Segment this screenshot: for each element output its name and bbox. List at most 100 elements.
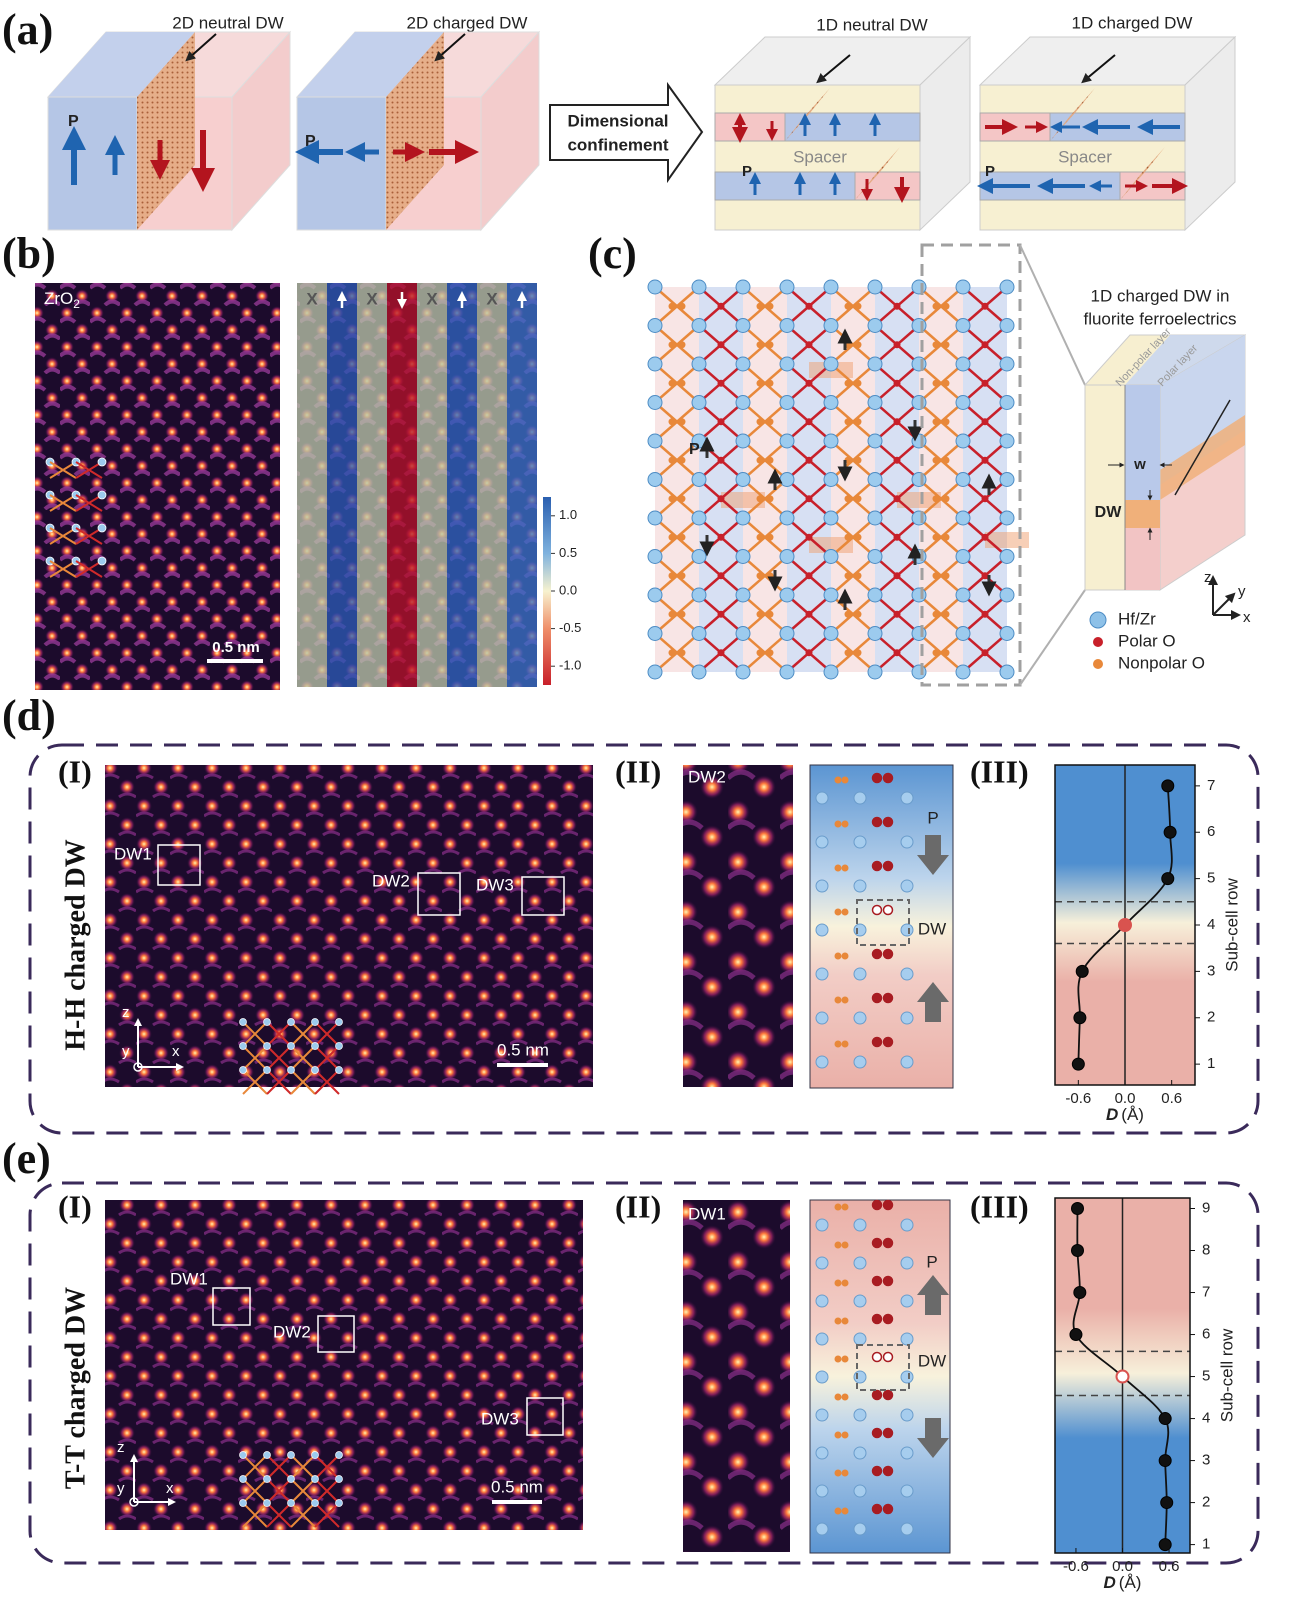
atom-hfzr [691,626,707,641]
atom-nonpolar-o [932,456,940,464]
atom-polar-o [805,302,813,310]
panel-label: (e) [2,1134,51,1183]
atom-hfzr [815,1370,829,1384]
cube-front-blue [296,96,387,231]
dw-box [526,1397,564,1436]
atom-polar-o [805,379,813,387]
atom-polar-o [882,860,894,872]
dw-box-label: DW3 [481,1409,519,1428]
atom-hfzr [239,1475,247,1483]
dw-box [212,1287,251,1326]
material-label: ZrO2 [44,289,80,311]
schematic-atoms [815,772,914,1069]
atom-hfzr [239,1066,247,1074]
atom-hfzr [999,433,1015,449]
atom-nonpolar-o [841,1317,849,1325]
atom-hfzr [911,472,927,487]
bond [49,494,77,512]
bond [742,324,788,365]
atom-polar-o [882,1199,894,1211]
atom-hfzr [779,433,795,449]
atom-nonpolar-o [668,379,676,387]
atom-polar-o [882,1237,894,1249]
scale-bar-label: 0.5 nm [212,639,260,656]
atom-hfzr [999,510,1015,526]
atom-hfzr [823,356,839,372]
atom-hfzr [853,1446,867,1460]
atom-hfzr [287,1499,295,1507]
atom-hfzr [691,318,707,333]
zoom-image [683,765,793,1087]
atom-nonpolar-o [678,533,686,541]
colorbar-tick-label: -1.0 [559,658,581,673]
x-tick-label: 0.6 [1159,1558,1180,1575]
lattice-overlay [45,457,107,578]
atom-hfzr [955,356,971,372]
bond [314,1069,340,1095]
pointer [185,33,217,62]
polar-up [1125,385,1160,500]
atom-polar-o [882,1036,894,1048]
atom-nonpolar-o [942,495,950,503]
atom-hfzr [853,1011,867,1025]
bond [918,363,964,404]
lattice-overlay [239,1018,343,1095]
atom-hfzr [691,279,707,295]
atom-hfzr [779,587,795,603]
bond [266,1454,292,1480]
atom-hfzr [815,1408,829,1422]
y-tick-label: 1 [1202,1536,1210,1553]
x-axis-unit: (Å) [1119,1573,1142,1592]
atom-hfzr [853,1522,867,1536]
x-tick-label: -0.6 [1065,1090,1091,1107]
atom-hfzr [691,356,707,372]
atom-hfzr [867,549,883,564]
bond [266,1045,292,1071]
cube: P [46,30,292,232]
atom-polar-o [871,1036,883,1048]
axis-label: y [122,1043,130,1060]
axis-label: z [1204,569,1212,586]
atom-nonpolar-o [834,1241,842,1249]
bond [314,1045,340,1071]
bond [242,1021,268,1047]
atom-nonpolar-o [841,1431,849,1439]
atom-hfzr [853,879,867,893]
atom-nonpolar-o [844,610,852,618]
atom-hfzr [287,1018,295,1026]
dw-band [897,492,941,508]
atom-hfzr [779,318,795,333]
atom-hfzr [867,510,883,526]
bond [918,440,964,481]
bond [830,594,876,635]
atom-hfzr [735,549,751,564]
panel-d: (d) (I) (II) (III) H-H charged DW DW1 DW… [2,691,1260,1135]
atom-nonpolar-o [844,379,852,387]
atom-nonpolar-o [766,456,774,464]
atom-hfzr [911,587,927,603]
bond [290,1045,316,1071]
atom-nonpolar-o [668,572,676,580]
y-tick-label: 7 [1207,777,1215,794]
atom-hfzr [815,835,829,849]
atom-polar-o [981,495,989,503]
atom-hfzr [647,318,663,333]
bond [918,632,964,673]
bond [830,401,876,442]
bond [242,1045,268,1071]
atom-polar-o [717,302,725,310]
bond [49,461,77,479]
atom-polar-o [805,418,813,426]
column-label: X [426,289,438,308]
p-label: P [926,1252,937,1271]
atom-nonpolar-o [668,649,676,657]
atom-hfzr [900,1055,914,1069]
atom-hfzr [97,523,107,533]
atom-nonpolar-o [844,418,852,426]
polarization-arrow [917,982,949,1022]
atom-hfzr [999,356,1015,372]
arrow-text: confinement [567,135,668,154]
bond [830,286,876,327]
atom-nonpolar-o [678,456,686,464]
colorbar-tick-label: 0.0 [559,582,577,597]
